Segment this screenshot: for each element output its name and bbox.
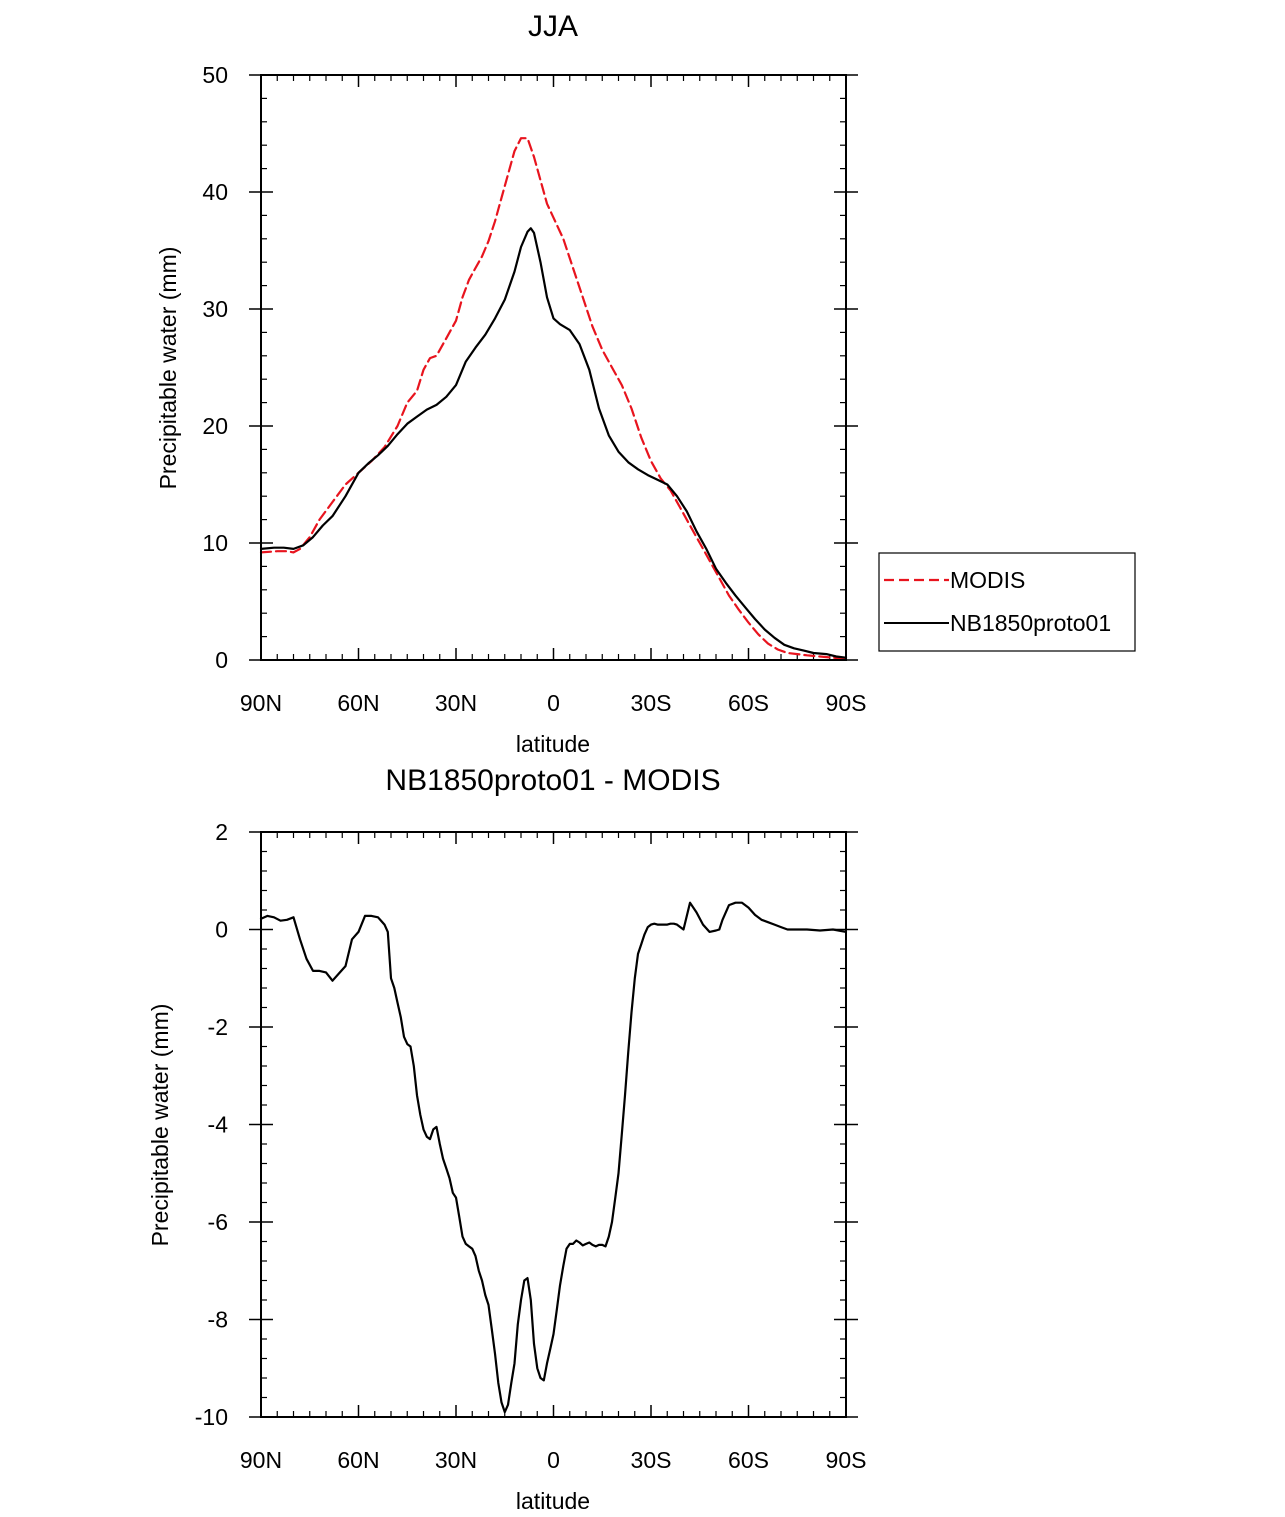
x-tick-label: 90S — [826, 1447, 867, 1473]
chart-title: JJA — [528, 10, 578, 43]
x-tick-label: 30S — [631, 690, 672, 716]
legend: MODIS NB1850proto01 — [878, 552, 1136, 652]
series-line-nb1850proto01-modis — [259, 901, 848, 1414]
panel-bottom: NB1850proto01 - MODIS 90N 60N 30N 0 30S 60S 90… — [147, 764, 866, 1514]
panel-top: JJA 90N 60N 30N 0 30S 60S 90S 0 10 20 30 40 50 latit… — [155, 10, 1136, 757]
y-tick-label: 0 — [215, 917, 228, 943]
y-tick-label: -2 — [208, 1014, 228, 1040]
x-axis-label: latitude — [516, 731, 590, 757]
x-axis-label: latitude — [516, 1488, 590, 1514]
y-tick-label: 30 — [202, 296, 228, 322]
x-tick-label: 60S — [728, 690, 769, 716]
series-group — [259, 137, 848, 660]
y-tick-label: 10 — [202, 530, 228, 556]
y-minor-ticks — [261, 75, 846, 660]
x-tick-label: 60N — [337, 1447, 379, 1473]
legend-entry-model: NB1850proto01 — [950, 610, 1111, 636]
x-tick-label: 90S — [826, 690, 867, 716]
chart-title: NB1850proto01 - MODIS — [385, 764, 720, 797]
y-tick-label: -4 — [208, 1112, 229, 1138]
y-tick-label: 20 — [202, 413, 228, 439]
x-tick-label: 60S — [728, 1447, 769, 1473]
series-line-modis — [259, 137, 848, 660]
y-tick-label: 50 — [202, 62, 228, 88]
y-tick-label: -10 — [195, 1404, 228, 1430]
plot-frame — [260, 74, 847, 661]
x-tick-label: 30N — [435, 690, 477, 716]
x-tick-label: 30S — [631, 1447, 672, 1473]
y-axis-label: Precipitable water (mm) — [155, 247, 181, 490]
x-tick-label: 90N — [240, 690, 282, 716]
x-tick-label: 60N — [337, 690, 379, 716]
y-tick-label: 40 — [202, 179, 228, 205]
y-axis-label: Precipitable water (mm) — [147, 1004, 173, 1247]
legend-box — [878, 552, 1136, 652]
x-tick-label: 30N — [435, 1447, 477, 1473]
y-tick-label: 0 — [215, 647, 228, 673]
x-tick-label: 0 — [547, 690, 560, 716]
series-line-nb1850proto01 — [259, 227, 848, 659]
series-group — [259, 901, 848, 1414]
x-tick-label: 90N — [240, 1447, 282, 1473]
y-tick-label: 2 — [215, 819, 228, 845]
y-tick-label: -6 — [208, 1209, 228, 1235]
legend-entry-modis: MODIS — [950, 567, 1025, 593]
axis-ticks: 90N 60N 30N 0 30S 60S 90S 0 10 20 30 40 50 — [202, 62, 866, 716]
axis-ticks: 90N 60N 30N 0 30S 60S 90S -10 -8 -6 -4 -2 0 2 — [195, 819, 867, 1473]
y-tick-label: -8 — [208, 1307, 228, 1333]
x-tick-label: 0 — [547, 1447, 560, 1473]
